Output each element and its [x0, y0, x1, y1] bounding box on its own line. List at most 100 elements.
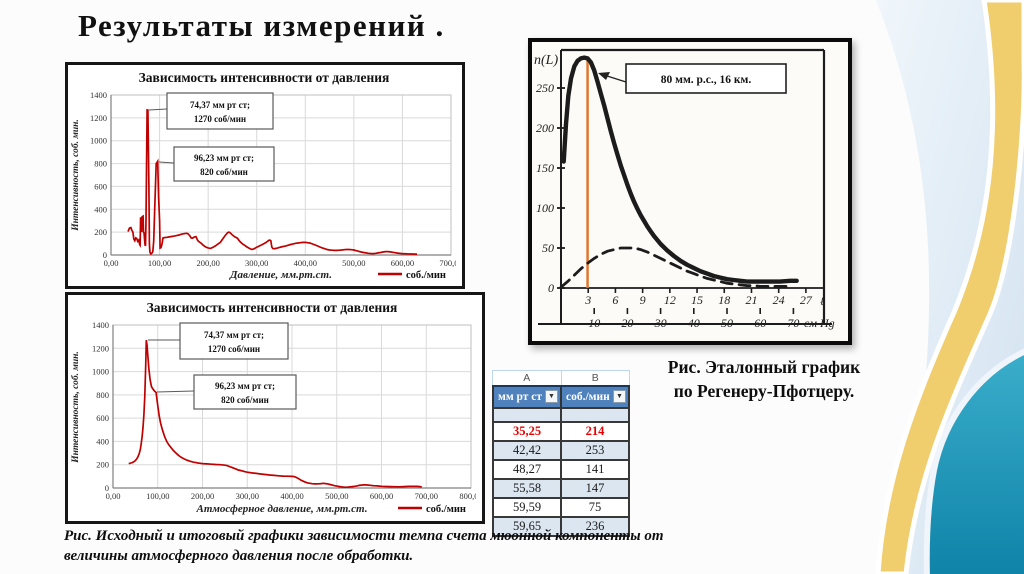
- ref-y-tick-label: 100: [536, 201, 554, 215]
- table-cell: [562, 409, 628, 421]
- y-tick-label: 1400: [92, 320, 109, 330]
- reference-figure-regener-pfotzer: 0 50 100 150 200 250 3 6 9 12 15 18 21 24 27 10 20 30 40 50…: [528, 38, 852, 345]
- x-tick-label: 600,00: [370, 491, 393, 501]
- ref-top-tick-label: 9: [640, 293, 646, 307]
- chart1-y-axis-label: Интенсивность, соб. мин.: [70, 119, 81, 232]
- ref-top-tick-label: 6: [612, 293, 618, 307]
- table-cell: 55,58: [494, 480, 562, 497]
- chart1-x-axis-label: Давление, мм.рт.ст.: [229, 269, 332, 280]
- slide-title: Результаты измерений .: [78, 8, 445, 43]
- ref-bottom-tick-label: 10: [588, 316, 600, 330]
- column-letter-b: B: [561, 370, 630, 385]
- svg-text:1270 соб/мин: 1270 соб/мин: [194, 114, 246, 124]
- chart2-annotation-peak: 74,37 мм рт ст; 1270 соб/мин: [148, 322, 289, 360]
- ref-y-tick-label: 50: [542, 241, 554, 255]
- y-tick-label: 0: [105, 483, 109, 493]
- filter-icon: ▼: [548, 392, 555, 400]
- svg-text:96,23 мм рт ст;: 96,23 мм рт ст;: [215, 381, 275, 391]
- svg-text:80 мм. р.с., 16 км.: 80 мм. р.с., 16 км.: [661, 74, 752, 86]
- y-tick-label: 200: [94, 227, 107, 237]
- y-tick-label: 400: [94, 204, 107, 214]
- ref-y-tick-label: 250: [536, 81, 554, 95]
- reference-top-scale-unit: ℓ: [820, 294, 825, 308]
- chart2-data-line: [128, 339, 422, 489]
- table-cell: 59,65: [494, 518, 562, 535]
- svg-text:74,37 мм рт ст;: 74,37 мм рт ст;: [190, 100, 250, 110]
- y-tick-label: 0: [103, 250, 107, 260]
- ref-bottom-tick-label: 60: [754, 316, 766, 330]
- table-row: 48,27 141: [494, 459, 628, 478]
- table-cell: 214: [585, 424, 605, 438]
- ref-top-tick-label: 12: [664, 293, 676, 307]
- svg-text:96,23 мм рт ст;: 96,23 мм рт ст;: [194, 153, 254, 163]
- chart1-annotation-peak: 74,37 мм рт ст; 1270 соб/мин: [148, 92, 274, 130]
- chart-intensity-raw: Зависимость интенсивности от давления 0 2…: [65, 62, 465, 289]
- svg-text:74,37 мм рт ст;: 74,37 мм рт ст;: [204, 330, 264, 340]
- reference-annotation: 80 мм. р.с., 16 км.: [598, 63, 787, 94]
- x-tick-label: 500,00: [342, 258, 365, 268]
- x-tick-label: 700,00: [439, 258, 456, 268]
- x-tick-label: 700,00: [415, 491, 438, 501]
- chart1-legend: соб./мин: [378, 270, 446, 281]
- ref-top-tick-label: 21: [745, 293, 757, 307]
- chart2-title: Зависимость интенсивности от давления: [147, 300, 398, 315]
- x-tick-label: 200,00: [191, 491, 214, 501]
- ref-y-tick-label: 0: [548, 281, 554, 295]
- table-cell: 75: [588, 500, 602, 514]
- column-letters-row: A B: [492, 370, 630, 385]
- table-cell: 253: [585, 443, 605, 457]
- reference-dashed-curve: [559, 246, 792, 289]
- chart2-y-axis-label: Интенсивность, соб. мин.: [70, 351, 81, 464]
- x-tick-label: 0,00: [106, 491, 121, 501]
- table-cell: 42,42: [494, 442, 562, 459]
- ref-y-tick-label: 200: [536, 121, 554, 135]
- header-counts: соб./мин ▼: [560, 387, 628, 407]
- table-cell: 147: [585, 481, 605, 495]
- dropdown-arrow-icon: ▼: [616, 392, 623, 400]
- chart2-annotation-second-peak: 96,23 мм рт ст; 820 соб/мин: [156, 374, 297, 410]
- x-tick-label: 300,00: [236, 491, 259, 501]
- x-tick-label: 400,00: [280, 491, 303, 501]
- table-row: 42,42 253: [494, 440, 628, 459]
- y-tick-label: 1400: [90, 90, 107, 100]
- y-tick-label: 1000: [92, 367, 109, 377]
- chart1-data-line: [127, 108, 417, 256]
- table-cell: 236: [585, 519, 605, 533]
- table-header-row: мм рт ст ▼ соб./мин ▼: [492, 385, 630, 407]
- reference-solid-curve: [561, 55, 799, 284]
- swoosh-yellow-shape: [875, 0, 1024, 574]
- filter-button-pressure[interactable]: ▼: [545, 390, 558, 403]
- y-tick-label: 800: [94, 159, 107, 169]
- swoosh-teal-shape: [923, 348, 1024, 574]
- table-cell: [494, 409, 562, 421]
- x-tick-label: 100,00: [146, 491, 169, 501]
- y-tick-label: 1000: [90, 136, 107, 146]
- y-tick-label: 1200: [92, 343, 109, 353]
- ref-bottom-tick-label: 20: [621, 316, 633, 330]
- filter-button-counts[interactable]: ▼: [613, 390, 626, 403]
- pressure-table: A B мм рт ст ▼ соб./мин ▼ 35,25 214 42,42 2…: [492, 370, 630, 537]
- svg-text:820 соб/мин: 820 соб/мин: [221, 395, 269, 405]
- bottom-caption: Рис. Исходный и итоговый графики зависим…: [64, 528, 664, 564]
- table-cell: 35,25: [494, 423, 562, 440]
- y-tick-label: 1200: [90, 113, 107, 123]
- table-row: 55,58 147: [494, 478, 628, 497]
- chart1-title: Зависимость интенсивности от давления: [139, 70, 390, 85]
- reference-figure-caption: Рис. Эталонный график по Регенеру-Пфотце…: [667, 357, 861, 401]
- x-tick-label: 400,00: [294, 258, 317, 268]
- x-tick-label: 0,00: [104, 258, 119, 268]
- ref-top-tick-label: 15: [691, 293, 703, 307]
- x-tick-label: 800,00: [459, 491, 476, 501]
- chart-intensity-processed: Зависимость интенсивности от давления 0 2…: [65, 292, 485, 524]
- x-tick-label: 300,00: [245, 258, 268, 268]
- table-row: 59,65 236: [494, 516, 628, 535]
- x-tick-label: 600,00: [391, 258, 414, 268]
- ref-bottom-tick-label: 30: [654, 316, 667, 330]
- chart2-x-axis-label: Атмосферное давление, мм.рт.ст.: [196, 503, 368, 515]
- table-cell: 141: [585, 462, 605, 476]
- y-tick-label: 800: [96, 390, 109, 400]
- column-letter-a: A: [492, 370, 562, 385]
- table-row: 59,59 75: [494, 497, 628, 516]
- x-tick-label: 500,00: [325, 491, 348, 501]
